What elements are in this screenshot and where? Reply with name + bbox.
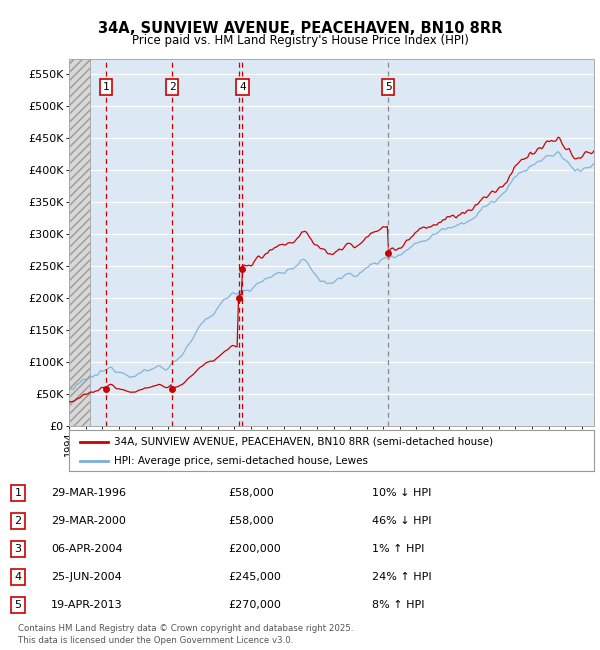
Text: 34A, SUNVIEW AVENUE, PEACEHAVEN, BN10 8RR: 34A, SUNVIEW AVENUE, PEACEHAVEN, BN10 8R… [98,21,502,36]
Text: 24% ↑ HPI: 24% ↑ HPI [372,572,431,582]
Text: 29-MAR-2000: 29-MAR-2000 [51,516,126,526]
Text: £270,000: £270,000 [228,600,281,610]
Text: 1: 1 [14,488,22,498]
Text: HPI: Average price, semi-detached house, Lewes: HPI: Average price, semi-detached house,… [113,456,368,466]
Text: 2: 2 [169,83,176,92]
Text: 29-MAR-1996: 29-MAR-1996 [51,488,126,498]
Text: 46% ↓ HPI: 46% ↓ HPI [372,516,431,526]
Text: 2: 2 [14,516,22,526]
Text: 5: 5 [385,83,392,92]
Text: 06-APR-2004: 06-APR-2004 [51,544,122,554]
Text: 5: 5 [14,600,22,610]
Text: 34A, SUNVIEW AVENUE, PEACEHAVEN, BN10 8RR (semi-detached house): 34A, SUNVIEW AVENUE, PEACEHAVEN, BN10 8R… [113,437,493,447]
Text: Contains HM Land Registry data © Crown copyright and database right 2025.
This d: Contains HM Land Registry data © Crown c… [18,624,353,645]
Text: 4: 4 [14,572,22,582]
Text: Price paid vs. HM Land Registry's House Price Index (HPI): Price paid vs. HM Land Registry's House … [131,34,469,47]
Text: 1% ↑ HPI: 1% ↑ HPI [372,544,424,554]
Text: £58,000: £58,000 [228,488,274,498]
Text: 3: 3 [14,544,22,554]
Text: £245,000: £245,000 [228,572,281,582]
Text: 4: 4 [239,83,246,92]
Text: 25-JUN-2004: 25-JUN-2004 [51,572,122,582]
Text: 1: 1 [103,83,109,92]
Text: £58,000: £58,000 [228,516,274,526]
Text: 10% ↓ HPI: 10% ↓ HPI [372,488,431,498]
Bar [69,58,91,426]
Text: £200,000: £200,000 [228,544,281,554]
Text: 8% ↑ HPI: 8% ↑ HPI [372,600,425,610]
Text: 19-APR-2013: 19-APR-2013 [51,600,122,610]
